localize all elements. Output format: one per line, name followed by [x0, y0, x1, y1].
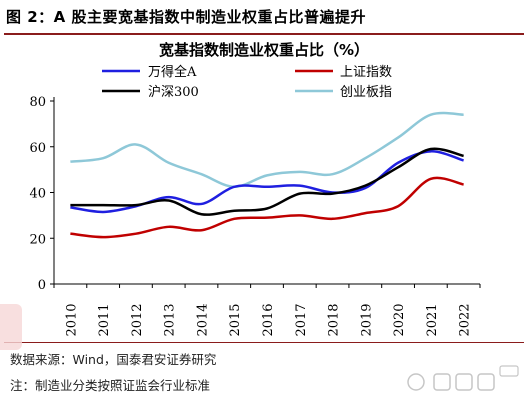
x-tick-label-2014: 2014	[195, 303, 210, 336]
series-layer	[70, 111, 464, 239]
y-tick-label-0: 0	[38, 278, 46, 293]
x-tick-label-2022: 2022	[458, 303, 473, 336]
series-line-3	[70, 147, 464, 216]
watermark-logo	[407, 365, 519, 391]
figure-title: 图 2：A 股主要宽基指数中制造业权重占比普遍提升	[6, 8, 366, 26]
y-tick-label-20: 20	[29, 232, 46, 247]
x-tick-label-2020: 2020	[392, 303, 407, 336]
legend-label-3: 沪深300	[148, 84, 199, 100]
x-tick-label-2013: 2013	[163, 303, 178, 336]
series-line-2	[70, 176, 464, 239]
series-line-4	[70, 111, 464, 189]
x-tick-label-2012: 2012	[130, 303, 145, 336]
legend-label-1: 万得全A	[148, 64, 197, 80]
x-tick-label-2015: 2015	[228, 303, 243, 336]
x-tick-label-2010: 2010	[64, 303, 79, 336]
chart-title: 宽基指数制造业权重占比（%）	[158, 41, 369, 59]
x-tick-label-2021: 2021	[425, 303, 440, 336]
x-tick-label-2019: 2019	[359, 303, 374, 336]
x-tick-label-2016: 2016	[261, 303, 276, 336]
footer-rule	[4, 342, 524, 343]
watermark-left	[0, 304, 22, 350]
y-tick-label-40: 40	[29, 187, 46, 202]
y-tick-label-60: 60	[29, 141, 46, 156]
x-tick-label-2017: 2017	[294, 303, 309, 336]
chart-axes: 0 20 40 60 80 2010 2011 2012 2013 2014 2015 2016 201…	[29, 95, 481, 337]
title-rule	[4, 33, 524, 35]
source-note: 数据来源：Wind，国泰君安证券研究	[10, 352, 217, 367]
classification-note: 注：制造业分类按照证监会行业标准	[10, 378, 211, 393]
x-tick-label-2011: 2011	[97, 303, 112, 336]
y-tick-label-80: 80	[29, 95, 46, 110]
legend-label-2: 上证指数	[340, 65, 392, 80]
x-tick-label-2018: 2018	[327, 303, 342, 336]
legend-label-4: 创业板指	[340, 85, 392, 100]
